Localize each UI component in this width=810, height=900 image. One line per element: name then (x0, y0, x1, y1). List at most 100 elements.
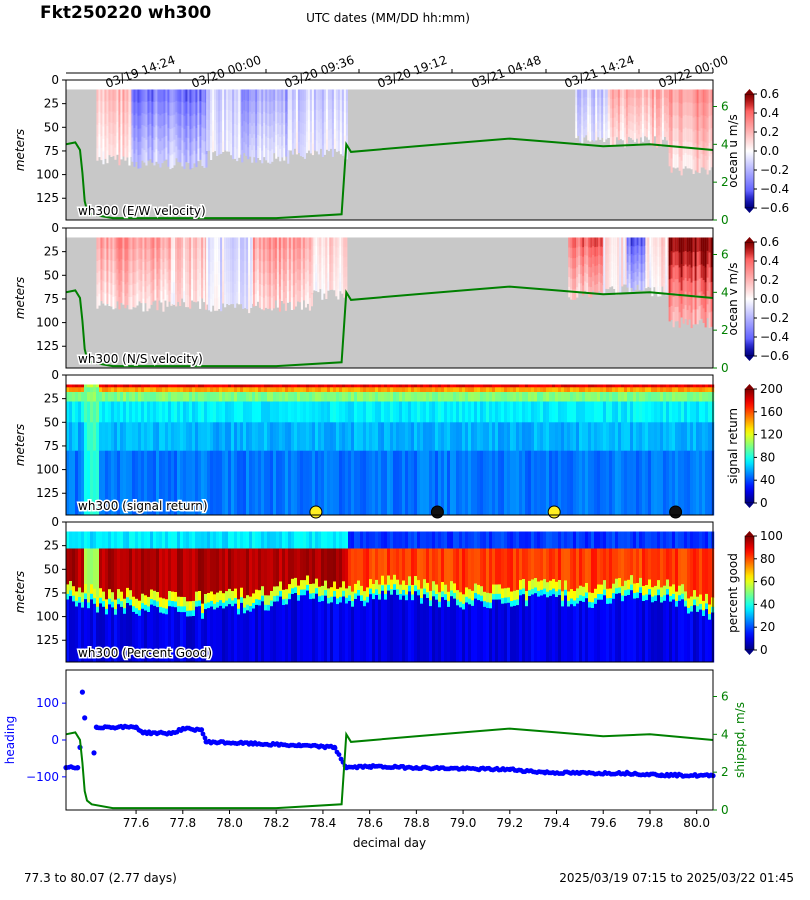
velocity-cell (203, 237, 206, 249)
percent-good-cell (447, 601, 451, 608)
velocity-cell (149, 124, 152, 136)
signal-cell (447, 450, 451, 516)
velocity-cell (603, 89, 606, 99)
velocity-cell (297, 89, 300, 101)
velocity-cell (274, 247, 277, 259)
percent-good-cell (420, 548, 424, 589)
percent-good-cell (195, 548, 199, 593)
velocity-cell (171, 248, 174, 260)
signal-cell (498, 384, 502, 388)
velocity-cell (118, 152, 121, 166)
velocity-cell (594, 275, 597, 286)
velocity-cell (136, 260, 139, 272)
signal-cell (129, 422, 133, 452)
percent-good-cell (474, 593, 478, 600)
signal-cell (186, 392, 190, 402)
percent-good-cell (603, 531, 607, 549)
velocity-cell (592, 272, 595, 282)
signal-cell (132, 422, 136, 452)
percent-good-cell (177, 606, 181, 613)
velocity-cell (591, 122, 594, 132)
percent-good-cell (120, 606, 124, 663)
signal-cell (105, 422, 109, 452)
signal-cell (210, 401, 214, 423)
velocity-cell (321, 111, 324, 124)
velocity-cell (321, 258, 324, 269)
velocity-cell (327, 140, 330, 152)
velocity-cell (164, 258, 167, 270)
velocity-cell (670, 89, 673, 104)
percent-good-cell (111, 531, 115, 549)
signal-cell (567, 384, 571, 388)
velocity-cell (208, 237, 211, 251)
velocity-cell (698, 251, 701, 266)
velocity-cell (175, 135, 178, 147)
velocity-cell (241, 113, 244, 127)
velocity-cell (315, 120, 318, 131)
signal-cell (318, 450, 322, 516)
signal-cell (300, 387, 304, 393)
percent-good-cell (345, 548, 349, 589)
percent-good-cell (591, 531, 595, 549)
percent-good-cell (288, 584, 292, 595)
signal-cell (96, 401, 100, 423)
velocity-cell (600, 237, 603, 248)
percent-good-cell (612, 598, 616, 663)
velocity-cell (609, 117, 612, 128)
percent-good-cell (420, 603, 424, 663)
signal-cell (351, 422, 355, 452)
signal-cell (246, 401, 250, 423)
velocity-cell (294, 271, 297, 284)
signal-cell (186, 384, 190, 388)
signal-cell (252, 387, 256, 393)
velocity-cell (574, 237, 577, 249)
signal-cell (321, 392, 325, 402)
percent-good-cell (288, 531, 292, 549)
velocity-cell (238, 100, 241, 113)
percent-good-cell (213, 531, 217, 549)
percent-good-cell (219, 600, 223, 607)
percent-good-cell (357, 595, 361, 663)
signal-cell (666, 384, 670, 388)
signal-cell (357, 450, 361, 516)
velocity-cell (663, 97, 666, 106)
percent-good-cell (144, 595, 148, 606)
velocity-cell (230, 292, 233, 305)
percent-good-cell (93, 603, 97, 663)
percent-good-cell (648, 531, 652, 549)
velocity-cell (285, 145, 288, 157)
percent-good-cell (636, 583, 640, 593)
velocity-cell (216, 133, 219, 145)
velocity-cell (153, 152, 156, 166)
velocity-cell (226, 140, 229, 152)
signal-cell (276, 401, 280, 423)
signal-cell (177, 422, 181, 452)
signal-cell (168, 401, 172, 423)
percent-good-cell (531, 531, 535, 549)
percent-good-cell (75, 606, 79, 663)
signal-cell (162, 422, 166, 452)
velocity-cell (281, 145, 284, 158)
velocity-cell (329, 128, 332, 140)
percent-good-cell (351, 601, 355, 608)
velocity-cell (619, 97, 622, 107)
signal-cell (321, 450, 325, 516)
signal-cell (363, 392, 367, 402)
signal-cell (561, 387, 565, 393)
signal-cell (117, 401, 121, 423)
velocity-cell (128, 285, 131, 298)
velocity-cell (306, 237, 309, 249)
percent-good-cell (456, 548, 460, 591)
signal-cell (528, 387, 532, 393)
percent-good-cell (90, 593, 94, 600)
percent-good-cell (150, 531, 154, 549)
velocity-cell (668, 114, 671, 129)
velocity-cell (599, 106, 602, 115)
percent-good-cell (129, 531, 133, 549)
velocity-cell (327, 120, 330, 131)
velocity-cell (259, 89, 262, 102)
signal-cell (351, 450, 355, 516)
velocity-cell (147, 101, 150, 114)
velocity-cell (325, 268, 328, 279)
velocity-cell (144, 270, 147, 282)
